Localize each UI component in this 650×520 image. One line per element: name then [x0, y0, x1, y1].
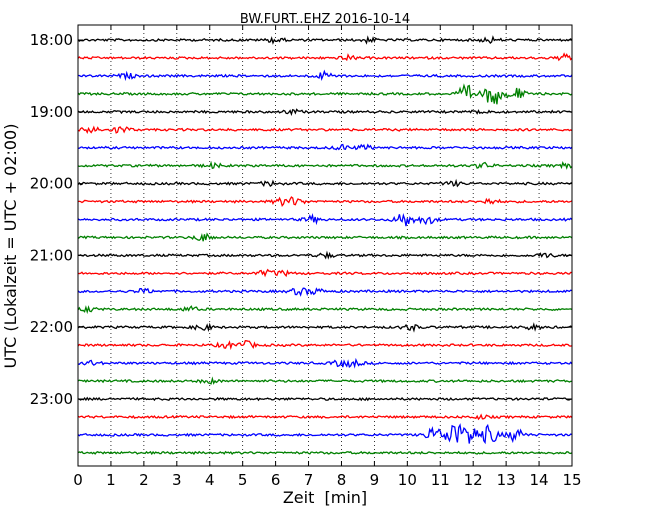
x-axis: 0 1 2 3 4 5 6 7 8 9 10 11 12 13 14 15	[73, 25, 582, 489]
trace-2215	[77, 340, 573, 351]
y-tick-label: 23:00	[30, 390, 73, 408]
x-tick-label: 8	[337, 471, 347, 489]
x-tick-label: 0	[73, 471, 83, 489]
x-tick-label: 10	[398, 471, 417, 489]
trace-2045	[77, 232, 573, 242]
trace-2230	[77, 357, 573, 369]
x-tick-label: 15	[562, 471, 581, 489]
trace-2330	[77, 423, 573, 445]
trace-2015	[77, 196, 573, 207]
trace-1800	[77, 35, 573, 45]
y-axis-label: UTC (Lokalzeit = UTC + 02:00)	[1, 124, 20, 369]
x-tick-label: 6	[271, 471, 281, 489]
trace-2145	[77, 305, 573, 315]
trace-2100	[77, 250, 573, 260]
trace-1830	[77, 69, 573, 82]
x-tick-label: 13	[497, 471, 516, 489]
trace-1915	[77, 125, 573, 135]
x-tick-label: 5	[238, 471, 248, 489]
y-axis: 18:00 19:00 20:00 21:00 22:00 23:00	[30, 31, 572, 408]
trace-1845	[77, 83, 573, 105]
trace-2200	[77, 322, 573, 333]
x-axis-label: Zeit [min]	[283, 488, 367, 507]
x-tick-label: 7	[304, 471, 314, 489]
trace-1930	[77, 143, 573, 151]
trace-2000	[77, 178, 573, 188]
x-tick-label: 1	[106, 471, 116, 489]
trace-1900	[77, 108, 573, 117]
trace-2345	[77, 450, 573, 456]
traces	[77, 35, 573, 456]
y-tick-label: 19:00	[30, 103, 73, 121]
trace-2315	[77, 413, 573, 421]
y-tick-label: 18:00	[30, 31, 73, 49]
y-tick-label: 21:00	[30, 246, 73, 264]
x-tick-label: 11	[431, 471, 450, 489]
x-tick-label: 4	[205, 471, 215, 489]
trace-2300	[77, 396, 573, 402]
y-tick-label: 20:00	[30, 175, 73, 193]
trace-2030	[77, 212, 573, 227]
trace-2115	[77, 268, 573, 278]
x-tick-label: 12	[464, 471, 483, 489]
grid-lines	[110, 25, 540, 466]
trace-1815	[77, 52, 573, 62]
x-tick-label: 9	[370, 471, 380, 489]
trace-2130	[77, 287, 573, 297]
trace-1945	[77, 160, 573, 170]
x-tick-label: 3	[172, 471, 182, 489]
y-tick-label: 22:00	[30, 318, 73, 336]
x-tick-label: 14	[530, 471, 549, 489]
trace-2245	[77, 376, 573, 385]
plot-frame	[77, 24, 573, 467]
chart-title: BW.FURT..EHZ 2016-10-14	[240, 12, 410, 27]
x-tick-label: 2	[139, 471, 149, 489]
